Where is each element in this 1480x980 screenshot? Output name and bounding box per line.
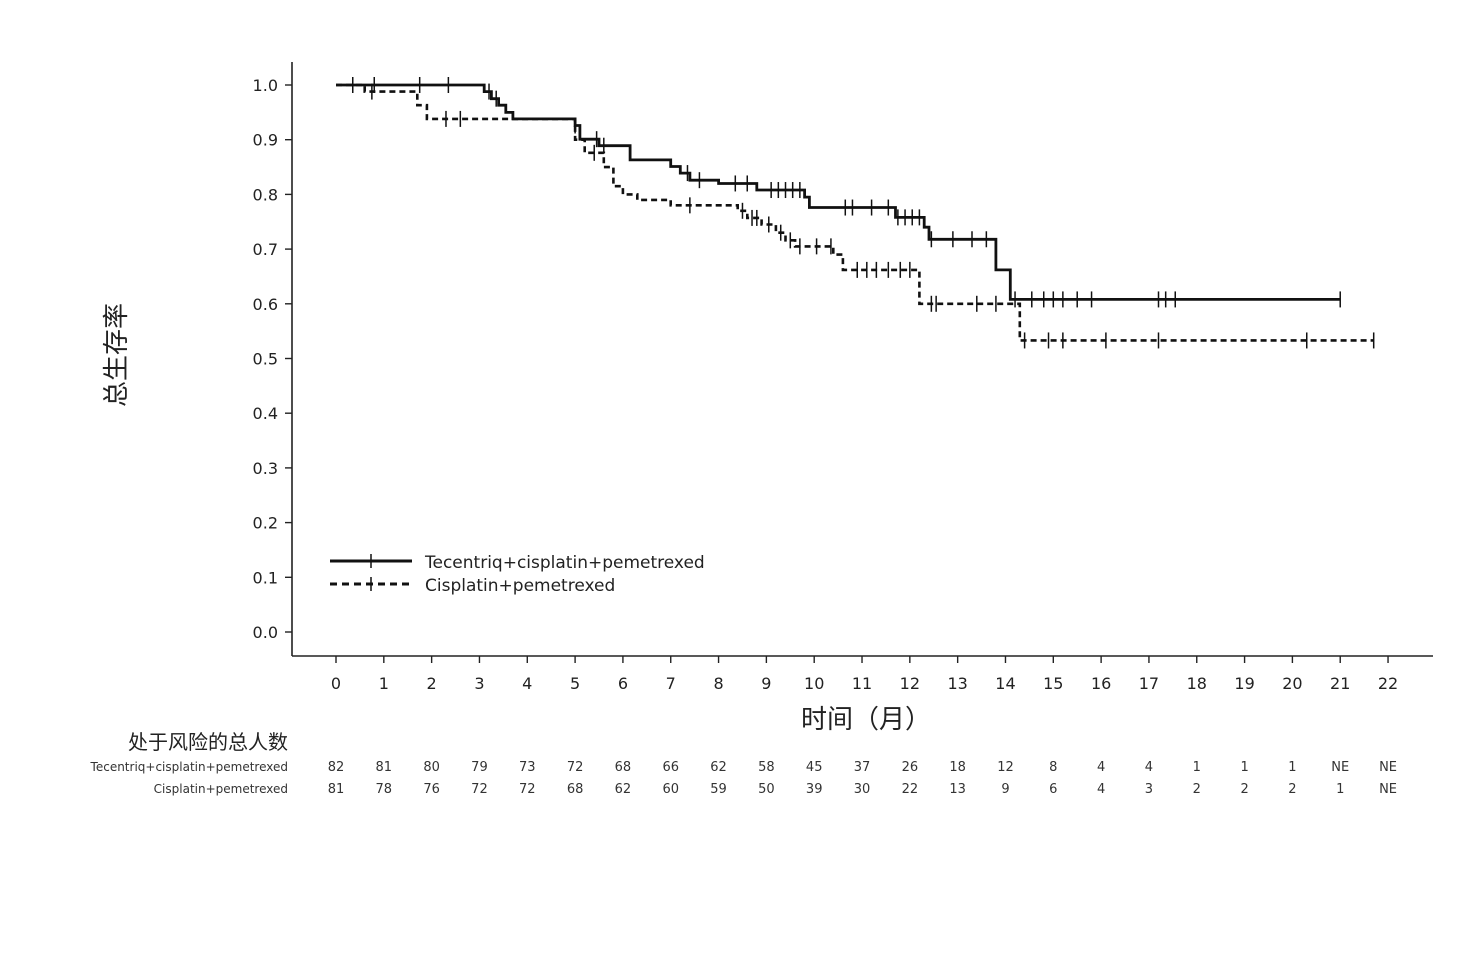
- risk-value: 45: [806, 760, 823, 775]
- x-tick-label: 15: [1043, 674, 1063, 693]
- risk-value: 81: [328, 782, 345, 797]
- risk-value: 22: [902, 782, 919, 797]
- risk-value: 6: [1049, 782, 1057, 797]
- risk-values: 82 81 80 79 73 72 68 66 62 58 45 37 26 18 12 8 4 4 1 1 1 NE NE…: [328, 760, 1397, 797]
- x-tick-label: 8: [713, 674, 723, 693]
- risk-value: 72: [519, 782, 536, 797]
- x-tick-label: 14: [995, 674, 1015, 693]
- risk-value: 1: [1240, 760, 1248, 775]
- series-2-line: [336, 83, 1374, 342]
- risk-value: 4: [1097, 782, 1105, 797]
- x-tick-label: 5: [570, 674, 580, 693]
- risk-value: 50: [758, 782, 775, 797]
- x-tick-label: 3: [474, 674, 484, 693]
- risk-value: 68: [567, 782, 584, 797]
- plot-area: [336, 77, 1375, 349]
- risk-value: 8: [1049, 760, 1057, 775]
- y-tick-label: 0.5: [253, 350, 278, 369]
- x-tick-label: 7: [666, 674, 676, 693]
- x-tick-label: 10: [804, 674, 824, 693]
- risk-value: 13: [949, 782, 966, 797]
- risk-row-label-1: Tecentriq+cisplatin+pemetrexed: [90, 760, 288, 774]
- risk-value: 79: [471, 760, 488, 775]
- risk-table: 处于风险的总人数 Tecentriq+cisplatin+pemetrexed …: [90, 730, 1397, 797]
- x-tick-label: 20: [1282, 674, 1302, 693]
- x-ticks: 0 1 2 3 4 5 6 7 8 9 10 11 12 13 14 15 16 17 18 19 20 21 22: [331, 656, 1398, 693]
- x-tick-label: 17: [1139, 674, 1159, 693]
- x-tick-label: 16: [1091, 674, 1111, 693]
- risk-value: 68: [615, 760, 632, 775]
- x-axis-title: 时间（月）: [801, 705, 931, 735]
- risk-value: 39: [806, 782, 823, 797]
- risk-value: 82: [328, 760, 345, 775]
- x-tick-label: 6: [618, 674, 628, 693]
- y-tick-label: 0.0: [253, 623, 278, 642]
- x-tick-label: 21: [1330, 674, 1350, 693]
- risk-value: 2: [1240, 782, 1248, 797]
- risk-value: 66: [662, 760, 679, 775]
- x-tick-label: 9: [761, 674, 771, 693]
- risk-value: 37: [854, 760, 871, 775]
- y-ticks: 0.0 0.1 0.2 0.3 0.4 0.5 0.6 0.7 0.8 0.9 1.0: [253, 76, 292, 642]
- risk-value: NE: [1379, 782, 1397, 797]
- x-tick-label: 12: [900, 674, 920, 693]
- risk-value: 12: [997, 760, 1014, 775]
- risk-value: 81: [376, 760, 393, 775]
- risk-value: 62: [615, 782, 632, 797]
- x-tick-label: 2: [427, 674, 437, 693]
- risk-value: 1: [1336, 782, 1344, 797]
- risk-value: 78: [376, 782, 393, 797]
- x-tick-label: 19: [1234, 674, 1254, 693]
- x-tick-label: 1: [379, 674, 389, 693]
- risk-value: 26: [902, 760, 919, 775]
- x-tick-label: 22: [1378, 674, 1398, 693]
- risk-value: 59: [710, 782, 727, 797]
- risk-value: 80: [423, 760, 440, 775]
- x-tick-label: 11: [852, 674, 872, 693]
- y-tick-label: 1.0: [253, 76, 278, 95]
- risk-value: 9: [1001, 782, 1009, 797]
- risk-value: 62: [710, 760, 727, 775]
- risk-value: NE: [1331, 760, 1349, 775]
- x-tick-label: 0: [331, 674, 341, 693]
- risk-value: 2: [1193, 782, 1201, 797]
- y-tick-label: 0.1: [253, 568, 278, 587]
- risk-value: 1: [1193, 760, 1201, 775]
- risk-value: 3: [1145, 782, 1153, 797]
- risk-value: 58: [758, 760, 775, 775]
- y-tick-label: 0.8: [253, 185, 278, 204]
- risk-value: 60: [662, 782, 679, 797]
- x-tick-label: 13: [947, 674, 967, 693]
- y-tick-label: 0.3: [253, 459, 278, 478]
- legend-label-series-1: Tecentriq+cisplatin+pemetrexed: [424, 553, 705, 573]
- x-tick-label: 4: [522, 674, 532, 693]
- y-tick-label: 0.4: [253, 404, 278, 423]
- series-1-line: [336, 83, 1341, 301]
- risk-value: 72: [471, 782, 488, 797]
- risk-value: 4: [1097, 760, 1105, 775]
- risk-value: 76: [423, 782, 440, 797]
- risk-value: 72: [567, 760, 584, 775]
- y-axis-title: 总生存率: [102, 303, 132, 407]
- risk-value: 18: [949, 760, 966, 775]
- risk-value: 1: [1288, 760, 1296, 775]
- risk-value: 73: [519, 760, 536, 775]
- y-tick-label: 0.9: [253, 131, 278, 150]
- risk-row-label-2: Cisplatin+pemetrexed: [154, 782, 288, 796]
- risk-value: NE: [1379, 760, 1397, 775]
- legend: Tecentriq+cisplatin+pemetrexed Cisplatin…: [330, 553, 705, 596]
- x-tick-label: 18: [1187, 674, 1207, 693]
- risk-value: 2: [1288, 782, 1296, 797]
- y-tick-label: 0.2: [253, 514, 278, 533]
- y-tick-label: 0.7: [253, 240, 278, 259]
- risk-table-title: 处于风险的总人数: [128, 730, 288, 754]
- y-tick-label: 0.6: [253, 295, 278, 314]
- legend-label-series-2: Cisplatin+pemetrexed: [425, 576, 615, 596]
- risk-value: 30: [854, 782, 871, 797]
- risk-value: 4: [1145, 760, 1153, 775]
